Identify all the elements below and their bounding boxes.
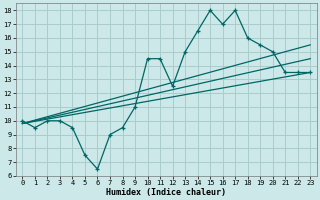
X-axis label: Humidex (Indice chaleur): Humidex (Indice chaleur) (106, 188, 226, 197)
